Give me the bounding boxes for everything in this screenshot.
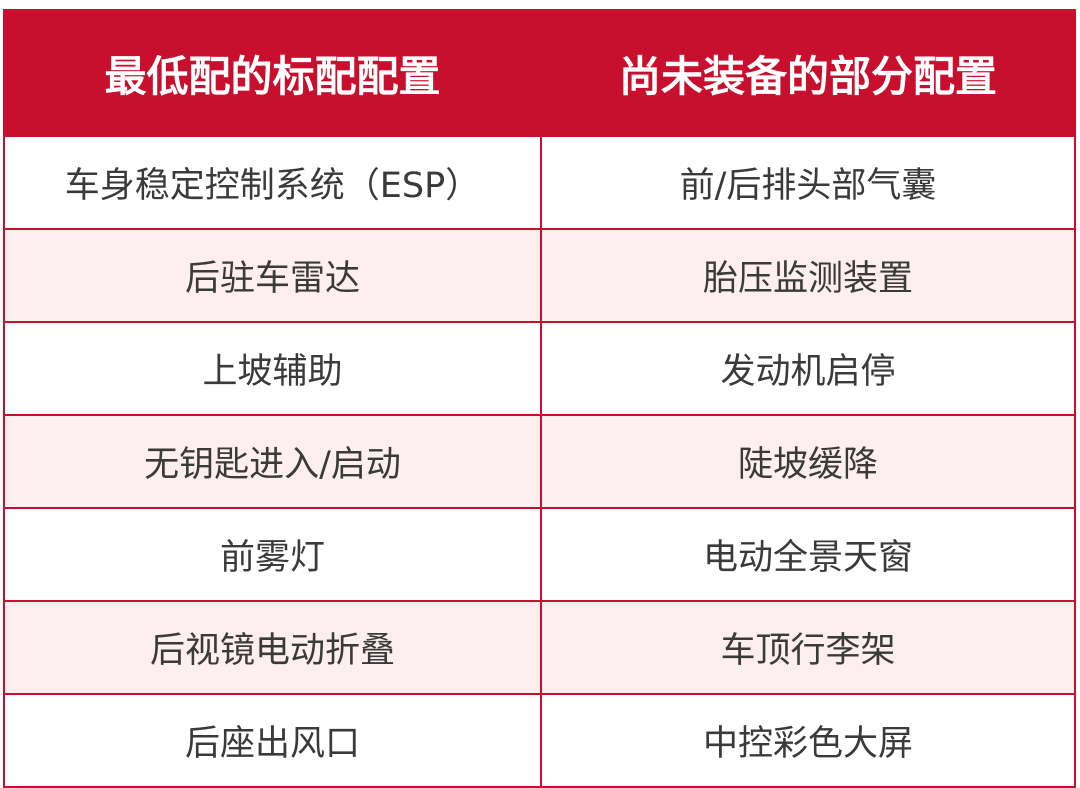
header-standard-config: 最低配的标配配置 [3, 9, 542, 137]
standard-config-cell: 后视镜电动折叠 [3, 600, 542, 695]
standard-config-cell: 后驻车雷达 [3, 228, 542, 323]
standard-config-cell: 上坡辅助 [3, 321, 542, 416]
header-missing-config: 尚未装备的部分配置 [540, 9, 1076, 137]
standard-config-cell: 无钥匙进入/启动 [3, 414, 542, 509]
standard-config-cell: 前雾灯 [3, 507, 542, 602]
missing-config-cell: 车顶行李架 [540, 600, 1076, 695]
table-row: 车身稳定控制系统（ESP） 前/后排头部气囊 [3, 135, 1076, 230]
header-row: 最低配的标配配置 尚未装备的部分配置 [3, 9, 1076, 137]
config-table: 最低配的标配配置 尚未装备的部分配置 车身稳定控制系统（ESP） 前/后排头部气囊… [3, 9, 1076, 788]
table-row: 上坡辅助 发动机启停 [3, 321, 1076, 416]
missing-config-cell: 电动全景天窗 [540, 507, 1076, 602]
missing-config-cell: 胎压监测装置 [540, 228, 1076, 323]
missing-config-cell: 中控彩色大屏 [540, 693, 1076, 788]
table-row: 前雾灯 电动全景天窗 [3, 507, 1076, 602]
table-row: 后视镜电动折叠 车顶行李架 [3, 600, 1076, 695]
table-row: 后驻车雷达 胎压监测装置 [3, 228, 1076, 323]
missing-config-cell: 陡坡缓降 [540, 414, 1076, 509]
missing-config-cell: 发动机启停 [540, 321, 1076, 416]
table-row: 后座出风口 中控彩色大屏 [3, 693, 1076, 788]
standard-config-cell: 车身稳定控制系统（ESP） [3, 135, 542, 230]
table-row: 无钥匙进入/启动 陡坡缓降 [3, 414, 1076, 509]
missing-config-cell: 前/后排头部气囊 [540, 135, 1076, 230]
standard-config-cell: 后座出风口 [3, 693, 542, 788]
